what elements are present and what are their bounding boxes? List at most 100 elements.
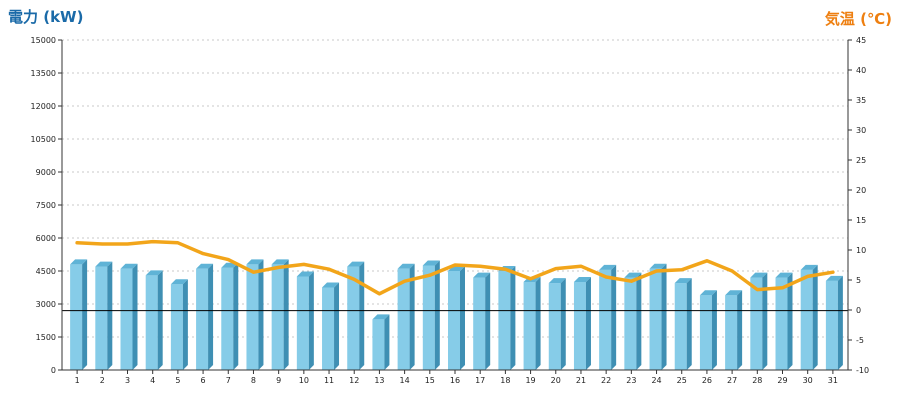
x-tick-label: 13 xyxy=(374,376,384,385)
bar-front xyxy=(599,269,612,370)
bar-side xyxy=(661,263,667,370)
x-tick-label: 24 xyxy=(651,376,661,385)
x-tick-label: 11 xyxy=(324,376,334,385)
x-tick-label: 15 xyxy=(425,376,435,385)
temperature-point xyxy=(604,275,608,279)
bar-side xyxy=(409,263,415,370)
bar-side xyxy=(585,277,591,370)
bar-top xyxy=(322,282,340,288)
temperature-point xyxy=(302,263,306,266)
bar-front xyxy=(498,271,511,370)
temperature-point xyxy=(806,275,809,278)
right-tick-label: 40 xyxy=(856,66,866,75)
bar-top xyxy=(347,261,365,267)
temperature-point xyxy=(126,242,129,246)
bar-front xyxy=(800,269,813,370)
temperature-point xyxy=(579,265,583,268)
bar-front xyxy=(246,264,259,370)
bar-front xyxy=(448,271,460,370)
x-tick-label: 25 xyxy=(677,376,687,385)
bar-side xyxy=(560,278,566,370)
bar-top xyxy=(70,259,88,265)
bar-front xyxy=(397,268,410,370)
x-tick-label: 31 xyxy=(828,376,838,385)
right-tick-label: 35 xyxy=(856,96,866,105)
left-tick-label: 6000 xyxy=(36,234,56,243)
temperature-point xyxy=(403,280,406,283)
bar-side xyxy=(787,272,793,370)
bar-front xyxy=(725,295,738,370)
right-axis-title: 気温 (℃) xyxy=(825,10,892,28)
right-tick-label: -5 xyxy=(856,336,864,345)
bar-side xyxy=(762,272,768,370)
bar-side xyxy=(510,266,516,370)
bar-front xyxy=(422,265,435,370)
bar-top xyxy=(145,270,163,276)
bar-side xyxy=(107,261,113,370)
bar-top xyxy=(775,272,793,278)
bar-top xyxy=(120,263,138,269)
left-tick-label: 4500 xyxy=(36,267,56,276)
bar-front xyxy=(296,276,309,370)
temperature-point xyxy=(504,268,507,271)
x-tick-label: 16 xyxy=(450,376,460,385)
x-tick-label: 20 xyxy=(551,376,561,385)
bar-front xyxy=(170,284,183,370)
right-tick-label: 45 xyxy=(856,36,866,45)
bar-side xyxy=(711,290,717,370)
bar-front xyxy=(70,264,83,370)
temperature-point xyxy=(227,258,230,261)
bar-front xyxy=(674,283,687,370)
left-tick-label: 3000 xyxy=(36,300,56,309)
bar-front xyxy=(825,280,838,370)
bars-layer xyxy=(70,259,843,370)
x-tick-label: 7 xyxy=(226,376,231,385)
bar-front xyxy=(347,266,360,370)
bar-side xyxy=(837,275,843,370)
right-tick-label: 20 xyxy=(856,186,866,195)
temperature-point xyxy=(554,267,557,270)
x-tick-label: 12 xyxy=(349,376,359,385)
temperature-point xyxy=(730,269,734,273)
temperature-point xyxy=(201,252,205,255)
bar-top xyxy=(422,260,440,266)
bar-front xyxy=(573,282,586,370)
left-tick-label: 13500 xyxy=(31,69,56,78)
bar-side xyxy=(182,279,188,370)
bar-top xyxy=(825,275,843,281)
bar-front xyxy=(95,266,108,370)
temperature-point xyxy=(327,268,331,271)
x-tick-label: 8 xyxy=(251,376,256,385)
temperature-point xyxy=(831,271,835,274)
bar-side xyxy=(308,271,314,370)
x-tick-label: 4 xyxy=(150,376,155,385)
right-tick-label: 30 xyxy=(856,126,866,135)
bar-side xyxy=(460,266,465,370)
bar-top xyxy=(599,264,617,270)
bar-top xyxy=(271,259,289,265)
temperature-point xyxy=(478,265,482,268)
grid-layer xyxy=(62,39,848,338)
bar-top xyxy=(95,261,113,267)
bar-top xyxy=(573,277,591,282)
bar-side xyxy=(812,264,818,370)
bar-top xyxy=(674,278,692,284)
bar-top xyxy=(397,263,415,269)
bar-top xyxy=(649,263,667,269)
line-layer xyxy=(75,239,835,296)
right-tick-label: -10 xyxy=(856,366,869,375)
temperature-point xyxy=(453,263,457,267)
x-tick-label: 26 xyxy=(702,376,712,385)
temperature-point xyxy=(705,259,709,262)
bar-top xyxy=(296,271,314,277)
bar-side xyxy=(737,290,743,370)
temperature-point xyxy=(680,268,683,271)
temperature-point xyxy=(75,241,79,244)
axes-layer xyxy=(58,39,852,374)
left-tick-label: 10500 xyxy=(31,135,56,144)
bar-front xyxy=(372,319,385,370)
bar-top xyxy=(699,290,717,296)
right-tick-label: 25 xyxy=(856,156,866,165)
bar-side xyxy=(233,262,239,370)
temperature-point xyxy=(781,286,784,289)
